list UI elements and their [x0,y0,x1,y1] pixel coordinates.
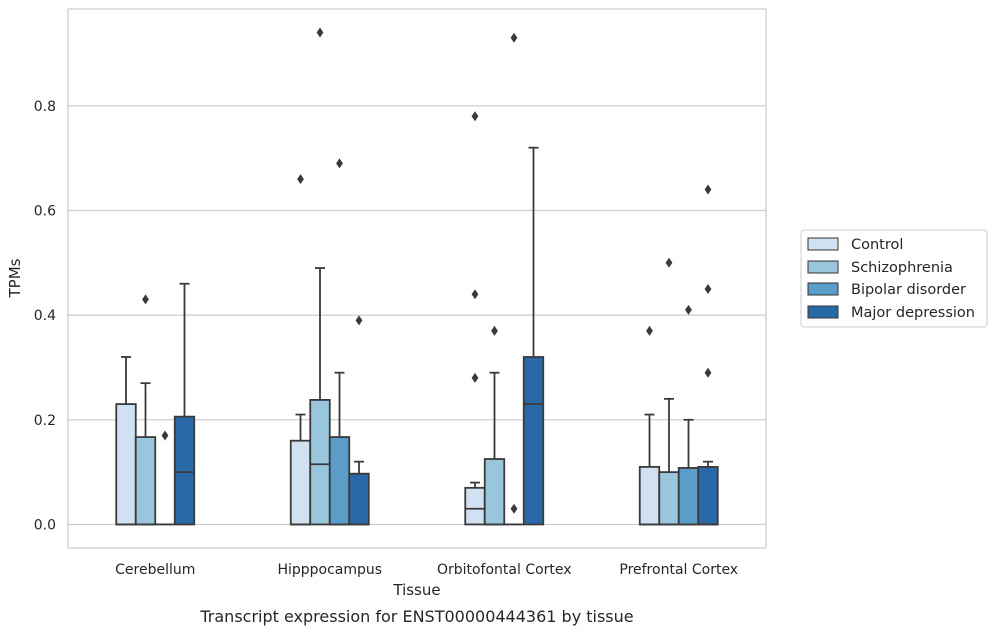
box-schizophrenia [483,325,506,526]
x-tick-label: Prefrontal Cortex [619,562,738,578]
box-major-depression [697,184,719,526]
outlier-point [685,304,692,315]
outlier-point [355,315,363,326]
outlier-point [142,294,149,305]
outlier-point [646,325,653,336]
y-tick-labels: 0.0 0.2 0.4 0.6 0.8 [34,99,56,534]
legend-label-bipolar-disorder: Bipolar disorder [851,282,966,298]
plot-area [68,9,766,548]
outlier-point [510,32,518,43]
box-body [328,436,351,526]
legend-label-control: Control [851,237,903,253]
box-major-depression [173,282,196,526]
legend-label-schizophrenia: Schizophrenia [851,260,953,276]
outlier-point [161,430,169,441]
box-body [697,465,719,526]
y-tick-label: 0.4 [34,308,56,324]
outlier-point [665,257,673,268]
outlier-point [510,503,518,514]
legend-swatch-control [807,237,839,251]
box-body [348,472,370,526]
box-groups [115,27,719,526]
outlier-point [704,283,712,294]
x-axis-label: Tissue [392,581,440,599]
box-schizophrenia [134,294,157,526]
x-tick-labels: Cerebellum Hipppocampus Orbitofontal Corte… [115,562,738,578]
y-tick-label: 0.8 [34,99,56,115]
outlier-point [336,158,343,169]
box-bipolar-disorder [155,430,175,526]
x-tick-label: Cerebellum [115,562,195,578]
box-body [658,471,680,526]
outlier-point [297,174,304,185]
box-control [638,325,661,526]
y-axis-label: TPMs [6,258,24,298]
legend-swatch-schizophrenia [807,260,839,274]
outlier-point [471,289,479,300]
legend-label-major-depression: Major depression [851,305,975,321]
box-schizophrenia [309,27,331,526]
outlier-point [704,367,712,378]
legend-swatch-major-depression [807,305,839,319]
box-body [309,399,331,526]
box-body [677,467,700,526]
outlier-point [471,372,479,383]
legend-frame [800,229,988,328]
y-tick-label: 0.6 [34,203,56,219]
box-body [115,403,137,526]
outlier-point [491,325,498,336]
box-body [289,439,312,526]
legend: Control Schizophrenia Bipolar disorder M… [800,229,988,328]
y-tick-label: 0.0 [34,517,56,533]
box-major-depression [522,146,545,526]
box-body [638,465,661,526]
outlier-point [471,111,479,122]
box-body [522,356,545,526]
x-tick-label: Hipppocampus [277,562,382,578]
outlier-point [316,27,324,38]
box-bipolar-disorder [677,304,700,526]
box-control [115,356,137,526]
x-tick-label: Orbitofontal Cortex [437,562,572,578]
figure-caption: Transcript expression for ENST0000044436… [199,607,633,626]
y-tick-label: 0.2 [34,413,56,429]
box-major-depression [348,315,370,526]
box-bipolar-disorder [504,32,524,526]
outlier-point [704,184,712,195]
plot-frame [67,8,767,549]
box-body [464,486,486,526]
box-body [134,436,157,526]
legend-swatch-bipolar-disorder [807,282,839,296]
box-body [173,415,196,526]
box-control [289,174,312,526]
box-body [483,458,506,526]
